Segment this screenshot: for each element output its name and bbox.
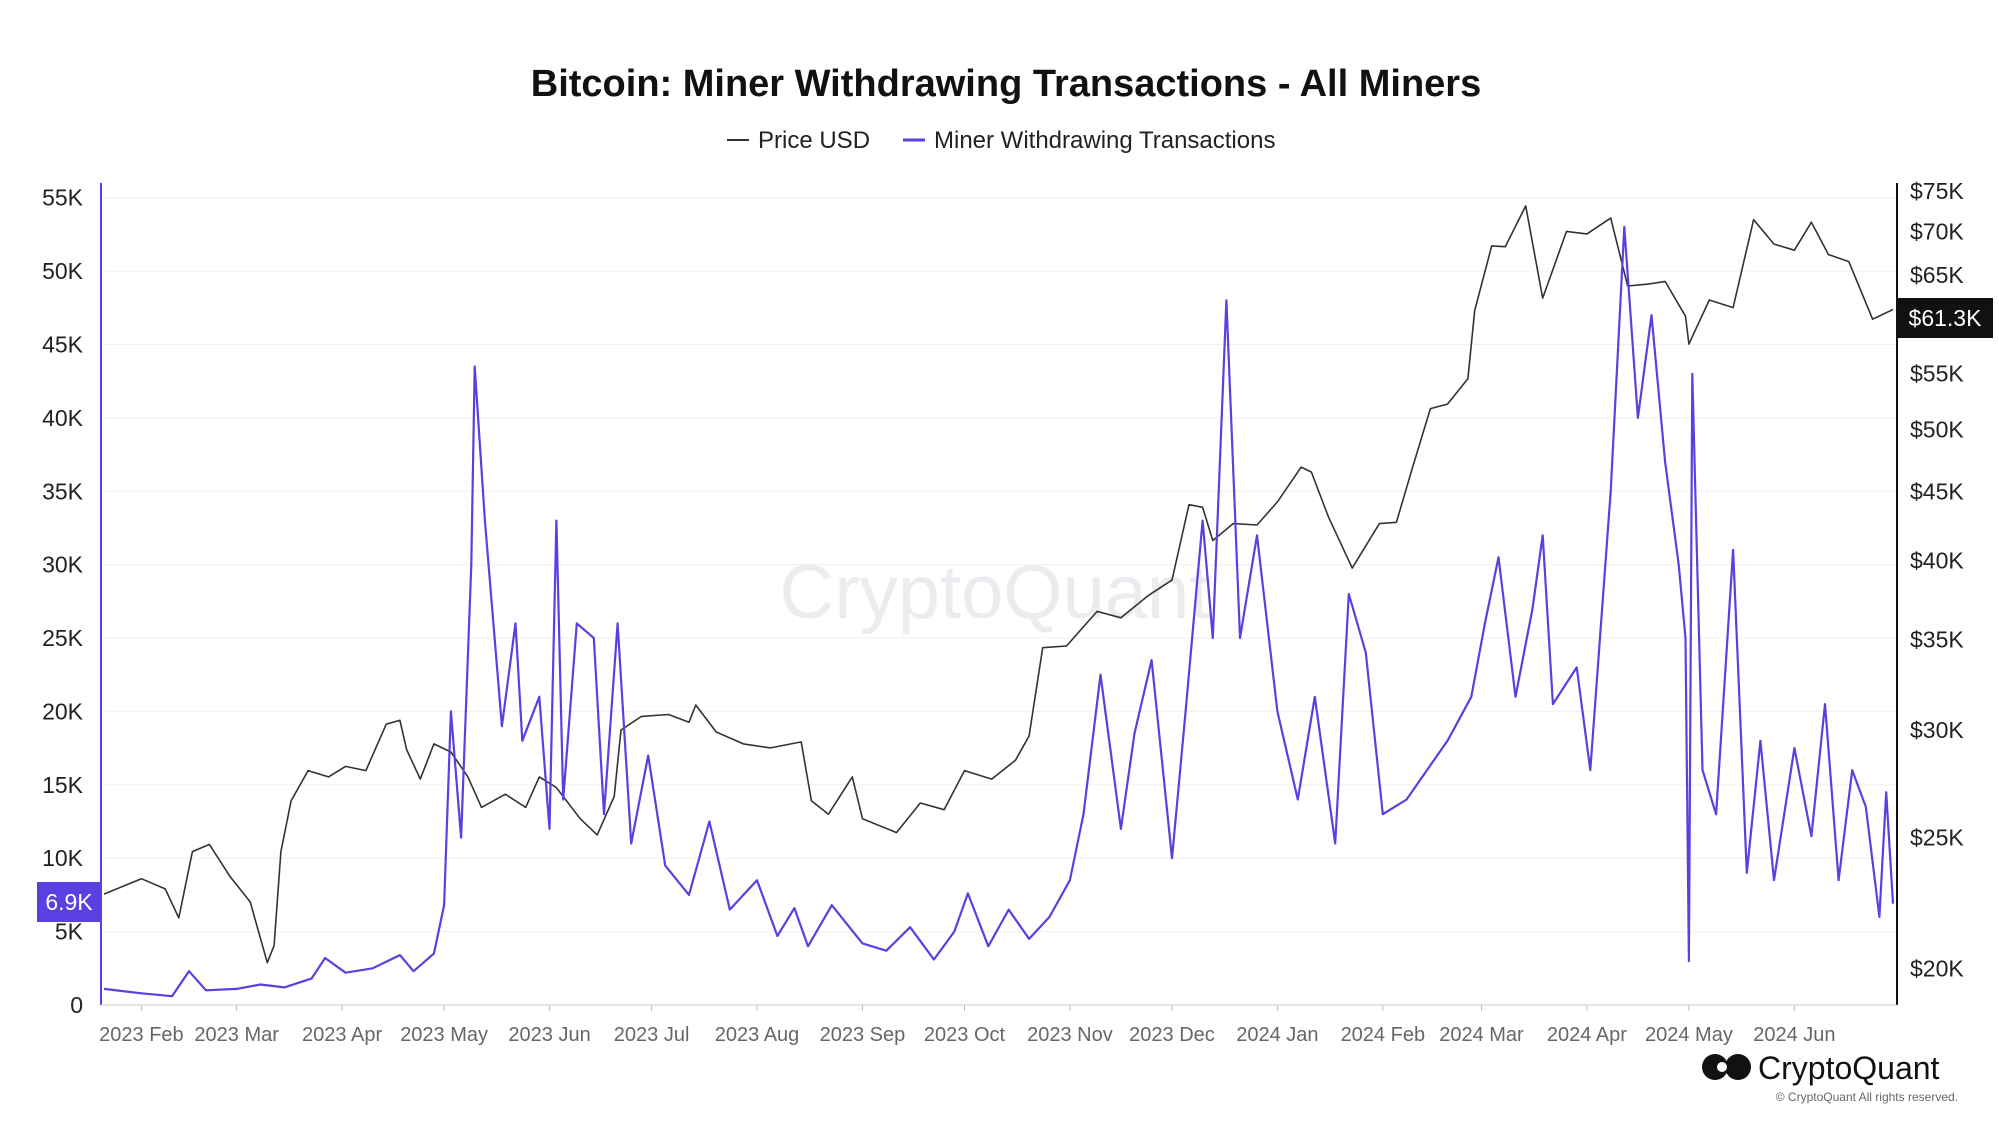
watermark: CryptoQuant bbox=[780, 550, 1211, 635]
series-line-miner-withdrawing-transactions bbox=[103, 225, 1895, 998]
x-tick-label: 2023 Jul bbox=[614, 1024, 690, 1046]
right-tick-label: $40K bbox=[1910, 548, 1964, 574]
right-tick-label: $25K bbox=[1910, 824, 1964, 850]
x-tick-label: 2023 May bbox=[400, 1024, 488, 1046]
left-tick-label: 30K bbox=[42, 552, 84, 578]
left-tick-label: 10K bbox=[42, 845, 84, 871]
x-tick-label: 2023 Nov bbox=[1027, 1024, 1113, 1046]
x-tick-label: 2023 Oct bbox=[924, 1024, 1006, 1046]
left-tick-label: 5K bbox=[55, 919, 84, 945]
left-tick-label: 25K bbox=[42, 625, 84, 651]
legend-label-price[interactable]: Price USD bbox=[758, 127, 870, 154]
x-tick-label: 2024 Feb bbox=[1341, 1024, 1426, 1046]
left-tick-label: 45K bbox=[42, 331, 84, 357]
right-tick-label: $20K bbox=[1910, 956, 1964, 982]
right-tick-label: $50K bbox=[1910, 416, 1964, 442]
x-tick-label: 2023 Mar bbox=[194, 1024, 279, 1046]
right-tick-label: $35K bbox=[1910, 626, 1964, 652]
left-tick-label: 20K bbox=[42, 698, 84, 724]
x-tick-label: 2023 Sep bbox=[820, 1024, 906, 1046]
right-tick-label: $70K bbox=[1910, 218, 1964, 244]
right-tick-label: $75K bbox=[1910, 178, 1964, 204]
x-tick-label: 2024 Mar bbox=[1439, 1024, 1524, 1046]
x-tick-label: 2023 Aug bbox=[715, 1024, 800, 1046]
brand-logo-text: CryptoQuant bbox=[1758, 1050, 1940, 1086]
x-tick-label: 2023 Feb bbox=[99, 1024, 184, 1046]
right-tick-label: $45K bbox=[1910, 478, 1964, 504]
x-axis-ticks: 2023 Feb 2023 Mar 2023 Apr 2023 May 2023 Jun… bbox=[99, 1005, 1836, 1046]
x-tick-label: 2024 Jan bbox=[1236, 1024, 1318, 1046]
x-tick-label: 2023 Apr bbox=[302, 1024, 382, 1046]
x-tick-label: 2024 Jun bbox=[1753, 1024, 1835, 1046]
left-value-flag-box bbox=[37, 882, 101, 922]
x-tick-label: 2023 Dec bbox=[1129, 1024, 1215, 1046]
left-tick-label: 0 bbox=[70, 992, 83, 1018]
left-tick-label: 55K bbox=[42, 185, 84, 211]
x-tick-label: 2024 May bbox=[1645, 1024, 1733, 1046]
right-value-flag-box bbox=[1897, 298, 1993, 338]
left-tick-label: 40K bbox=[42, 405, 84, 431]
right-tick-label: $55K bbox=[1910, 360, 1964, 386]
right-value-flag: $61.3K bbox=[1897, 298, 1993, 338]
left-tick-label: 35K bbox=[42, 478, 84, 504]
left-tick-label: 50K bbox=[42, 258, 84, 284]
left-value-flag-label: 6.9K bbox=[45, 889, 93, 915]
right-tick-label: $65K bbox=[1910, 262, 1964, 288]
x-tick-label: 2023 Jun bbox=[508, 1024, 590, 1046]
copyright-text: © CryptoQuant All rights reserved. bbox=[1776, 1090, 1958, 1104]
cryptoquant-logo-icon bbox=[1702, 1054, 1751, 1080]
right-tick-label: $30K bbox=[1910, 717, 1964, 743]
left-value-flag: 6.9K bbox=[37, 882, 101, 922]
chart-title: Bitcoin: Miner Withdrawing Transactions … bbox=[531, 63, 1481, 105]
legend: Price USD Miner Withdrawing Transactions bbox=[727, 127, 1275, 154]
grid-lines bbox=[101, 197, 1897, 933]
series-line-price-usd bbox=[103, 205, 1894, 964]
legend-label-withdrawals[interactable]: Miner Withdrawing Transactions bbox=[934, 127, 1275, 154]
x-tick-label: 2024 Apr bbox=[1547, 1024, 1627, 1046]
left-tick-label: 15K bbox=[42, 772, 84, 798]
brand-logo[interactable]: CryptoQuant bbox=[1702, 1050, 1940, 1086]
right-value-flag-label: $61.3K bbox=[1909, 305, 1983, 331]
left-axis-ticks: 0 5K 10K 15K 20K 25K 30K 35K 40K 45K 50K 55K bbox=[42, 185, 84, 1018]
